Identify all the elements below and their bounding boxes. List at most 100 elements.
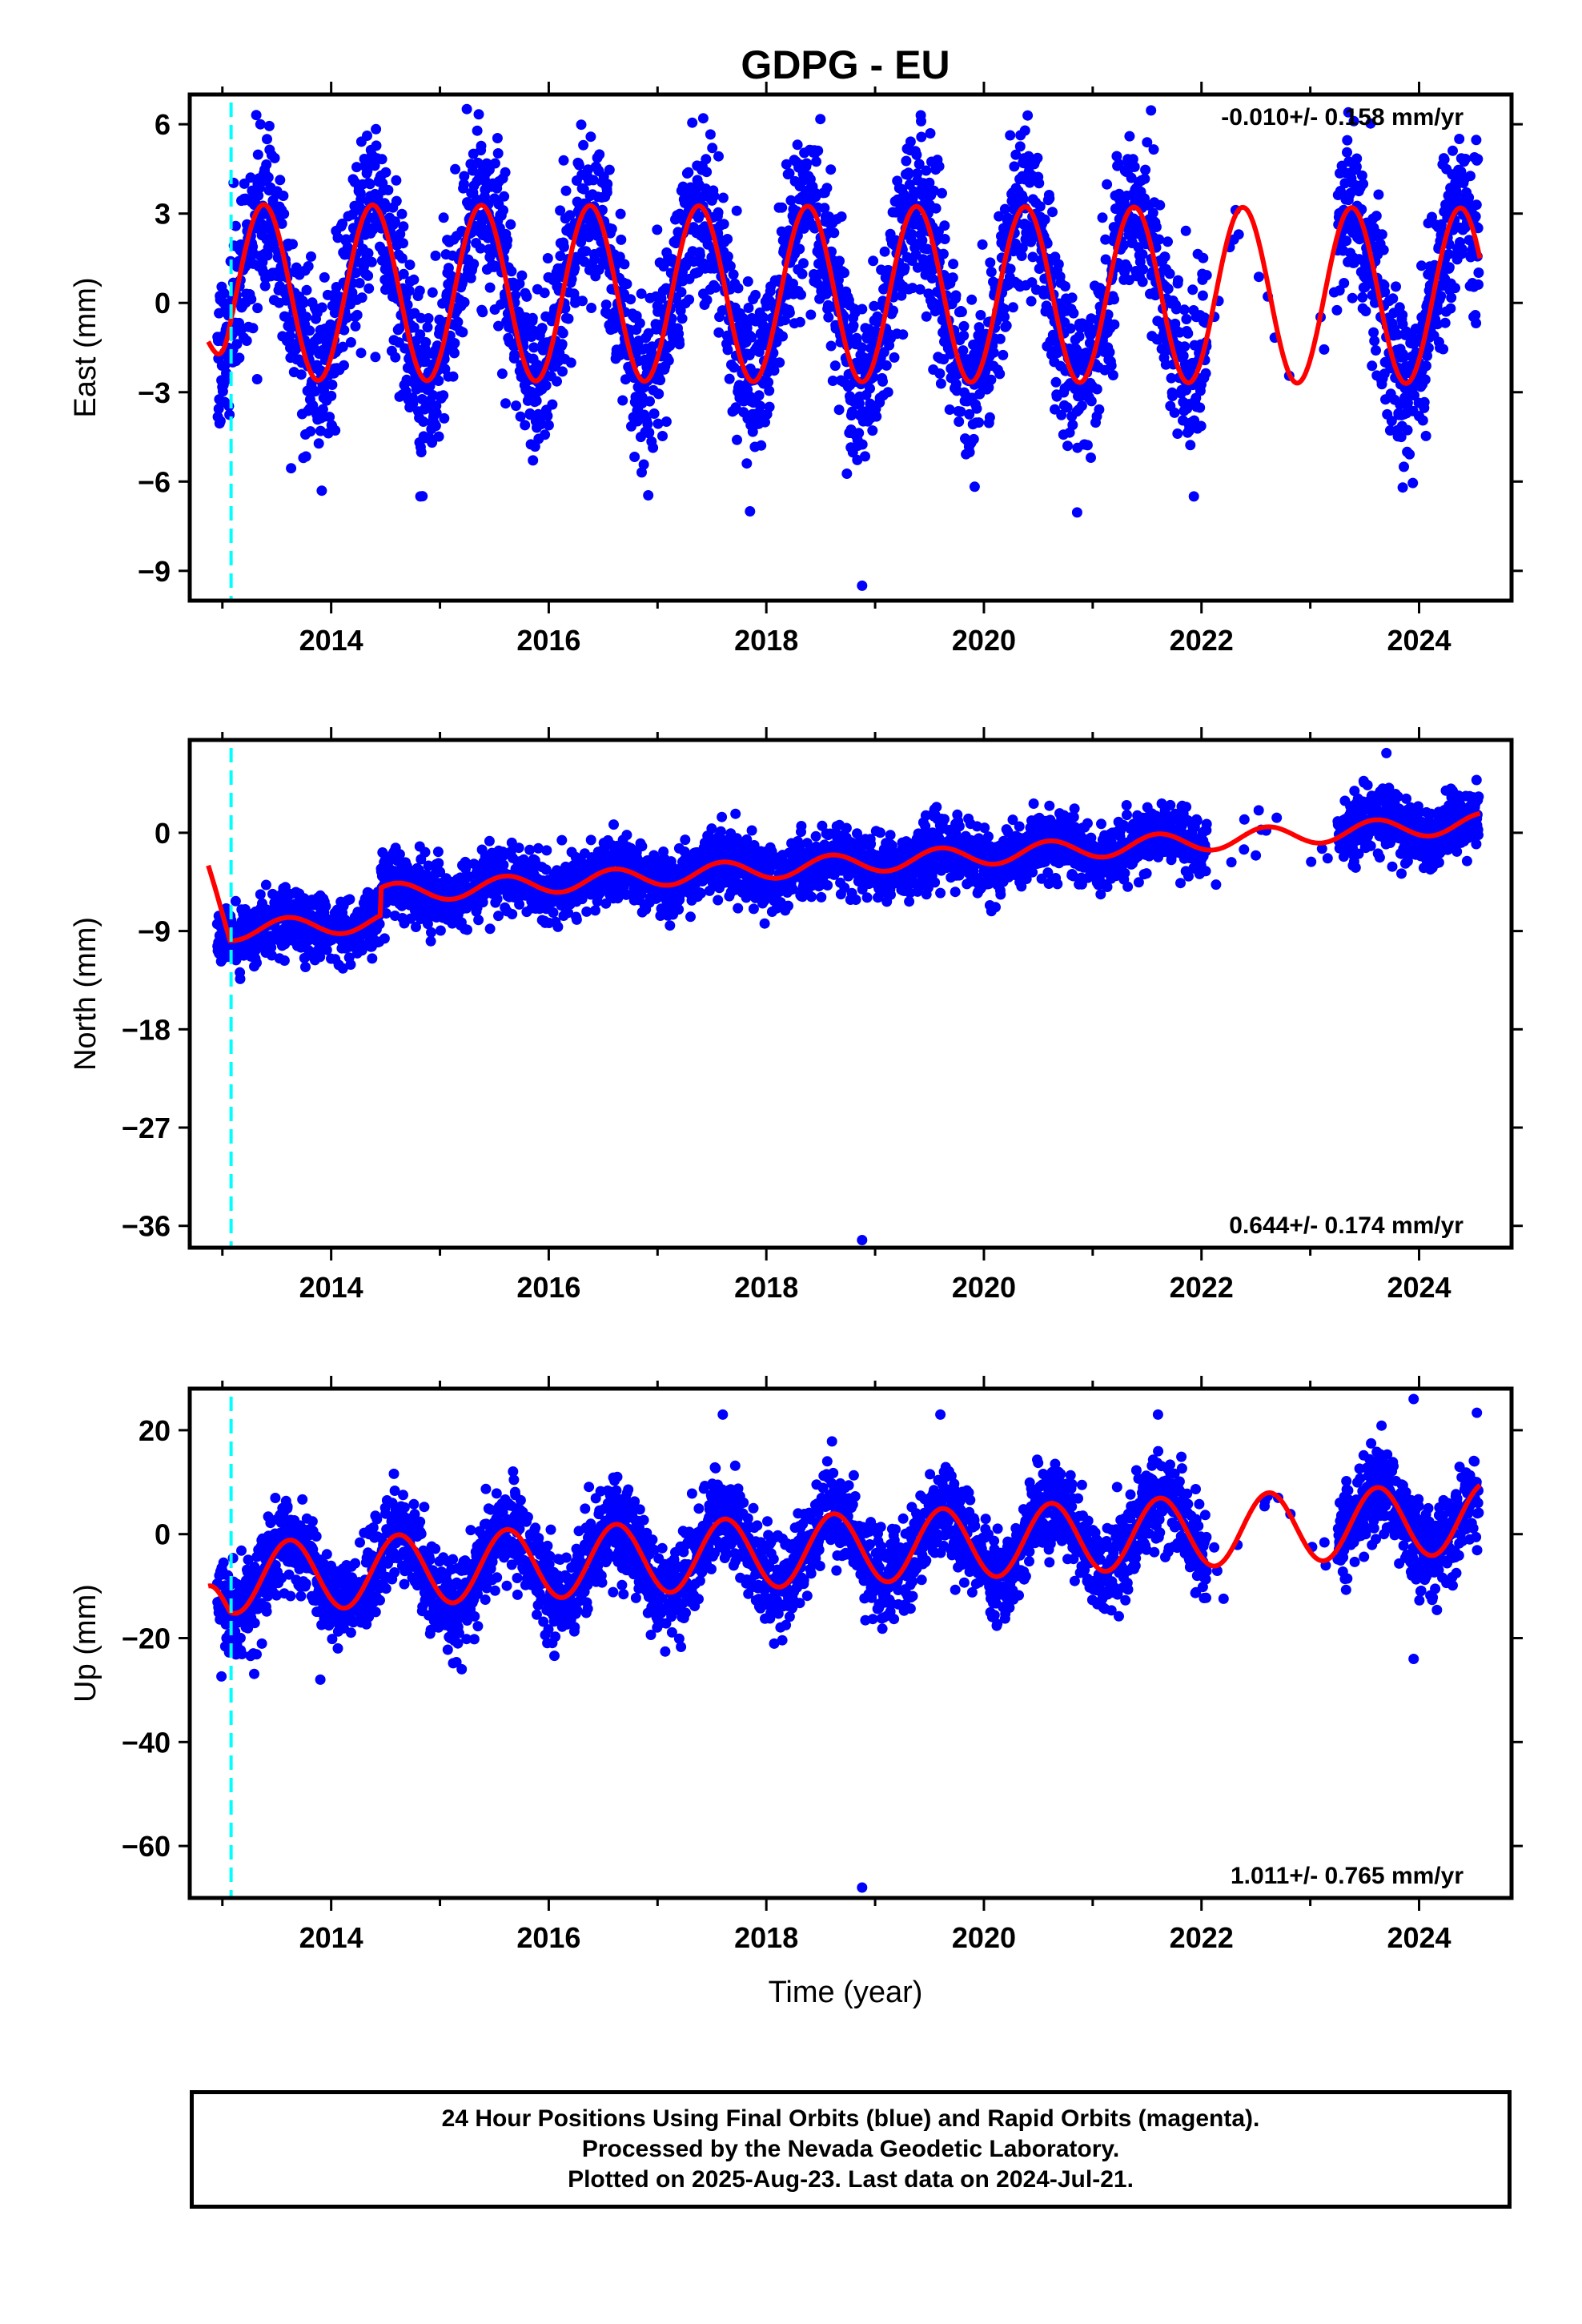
data-point: [921, 311, 932, 322]
data-point: [784, 308, 795, 318]
data-point: [994, 368, 1006, 380]
data-point: [439, 412, 450, 424]
data-point: [1376, 229, 1387, 240]
data-point: [566, 274, 577, 285]
data-point: [1371, 211, 1382, 222]
data-point: [606, 223, 617, 235]
data-point: [701, 167, 713, 178]
data-point: [234, 352, 245, 364]
data-point: [423, 313, 434, 324]
data-point: [219, 287, 230, 299]
data-point: [1473, 267, 1484, 278]
data-point: [1435, 219, 1447, 230]
y-tick-label: −3: [138, 376, 171, 409]
data-point: [521, 291, 532, 302]
data-point: [1162, 283, 1174, 295]
data-point: [542, 253, 553, 263]
data-point: [731, 205, 742, 216]
data-point: [356, 292, 367, 304]
data-point: [621, 830, 632, 841]
data-point: [531, 396, 542, 406]
data-point: [867, 425, 878, 436]
data-point: [1160, 359, 1171, 370]
data-point: [1399, 351, 1410, 362]
data-point: [380, 167, 391, 178]
data-point: [788, 278, 798, 289]
data-points-north: [211, 747, 1484, 1245]
data-point: [1343, 107, 1354, 118]
x-tick-label: 2018: [734, 624, 798, 657]
data-point: [839, 267, 849, 279]
data-point: [528, 455, 539, 466]
data-point: [589, 254, 600, 265]
data-point: [950, 290, 962, 301]
data-point: [657, 431, 668, 441]
data-point: [416, 394, 428, 404]
data-point: [1001, 320, 1012, 332]
data-point: [1445, 303, 1456, 314]
data-point: [663, 355, 674, 366]
data-point: [370, 352, 381, 363]
data-point: [1360, 306, 1371, 316]
data-point: [871, 411, 882, 422]
data-point: [515, 411, 526, 422]
data-point: [219, 375, 231, 386]
data-point: [539, 287, 550, 299]
data-point: [502, 235, 513, 246]
data-point: [674, 339, 685, 350]
data-point: [1172, 428, 1183, 439]
data-point: [956, 307, 967, 317]
data-point: [315, 951, 326, 963]
data-point: [901, 155, 912, 167]
data-point: [733, 283, 744, 294]
data-point: [500, 167, 511, 178]
data-point: [1119, 200, 1130, 211]
data-point: [1154, 234, 1165, 245]
data-point: [571, 914, 582, 925]
data-point: [851, 332, 862, 344]
data-point: [999, 312, 1010, 323]
data-point: [431, 408, 442, 419]
data-point: [792, 139, 803, 151]
data-point: [468, 165, 478, 176]
data-point: [524, 844, 536, 855]
data-point: [1154, 199, 1166, 211]
data-point: [330, 425, 341, 436]
data-point: [1197, 290, 1208, 301]
data-point: [1443, 262, 1455, 273]
data-point: [573, 159, 584, 171]
data-point: [924, 177, 935, 188]
data-point: [882, 387, 893, 398]
data-point: [1076, 400, 1087, 412]
data-point: [794, 243, 805, 255]
data-point: [988, 347, 999, 358]
data-point: [319, 271, 330, 283]
data-point: [848, 320, 859, 332]
data-point: [602, 179, 613, 190]
data-point: [939, 220, 950, 231]
data-point: [914, 283, 926, 295]
data-point: [279, 955, 290, 966]
data-point: [1438, 344, 1449, 355]
data-point: [707, 254, 718, 265]
data-point: [422, 322, 433, 333]
data-point: [563, 313, 574, 324]
data-point: [1420, 360, 1431, 372]
data-point: [542, 410, 553, 421]
data-point: [427, 437, 438, 448]
data-point: [1373, 189, 1384, 200]
data-point: [620, 374, 631, 385]
data-point: [769, 365, 780, 376]
data-point: [796, 289, 806, 300]
data-point: [438, 212, 449, 223]
data-point: [464, 871, 475, 883]
data-point: [316, 302, 327, 313]
data-point: [433, 858, 444, 869]
data-point: [655, 375, 666, 386]
data-point: [1404, 448, 1415, 460]
data-point: [408, 322, 420, 333]
data-point: [391, 175, 402, 186]
data-point: [241, 336, 252, 346]
data-point: [677, 313, 688, 324]
